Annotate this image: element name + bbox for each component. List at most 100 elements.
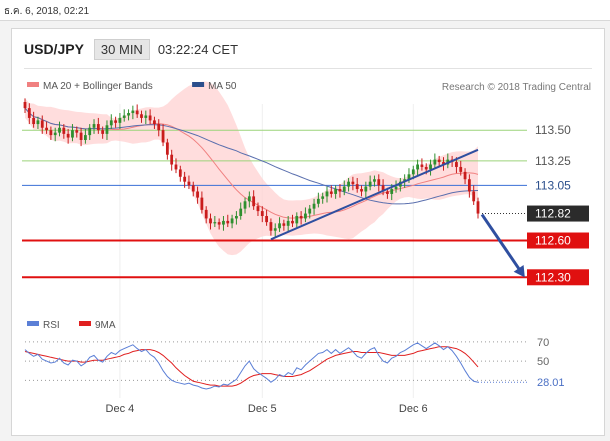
candle-body <box>109 120 113 126</box>
level-label-bg <box>527 269 589 286</box>
legend-label: RSI <box>43 320 60 331</box>
candle-body <box>247 196 251 202</box>
legend-swatch <box>27 321 39 326</box>
candle-body <box>355 184 359 190</box>
level-label-text: 113.05 <box>535 178 571 192</box>
candle-body <box>75 130 79 133</box>
candle-body <box>278 223 281 229</box>
candle-body <box>360 189 363 192</box>
level-label-bg <box>527 205 589 222</box>
candle-body <box>174 164 178 170</box>
candle-body <box>217 222 221 225</box>
legend-swatch <box>79 321 91 326</box>
level-label-113.25: 113.25 <box>527 152 589 169</box>
candle-body <box>235 216 238 219</box>
candle-body <box>463 171 467 180</box>
level-label-112.60: 112.60 <box>527 232 589 249</box>
candle-body <box>101 130 105 134</box>
candle-body <box>252 196 256 207</box>
candle-body <box>226 220 230 224</box>
candle-body <box>183 176 187 182</box>
timestamp: ธ.ค. 6, 2018, 02:21 <box>4 6 90 17</box>
candle-body <box>407 174 411 180</box>
candle-body <box>342 186 346 192</box>
candle-body <box>424 166 428 170</box>
candle-body <box>157 124 161 131</box>
candle-body <box>260 211 264 216</box>
candle-body <box>62 127 66 134</box>
candle-body <box>394 186 398 190</box>
candle-body <box>265 216 268 223</box>
candle-body <box>105 125 109 134</box>
forecast-arrow-head <box>513 264 525 278</box>
candle-body <box>316 198 320 204</box>
level-label-bg <box>527 122 589 139</box>
level-label-text: 112.82 <box>535 207 571 221</box>
candle-body <box>230 218 234 224</box>
candle-body <box>433 159 437 165</box>
overlay-lines <box>270 148 525 278</box>
candle-body <box>161 130 165 143</box>
forecast-arrow <box>480 213 524 275</box>
candle-body <box>291 220 294 224</box>
candle-body <box>381 185 385 192</box>
candle-body <box>273 228 277 231</box>
candle-body <box>122 115 126 118</box>
candle-body <box>304 213 307 219</box>
candle-body <box>329 191 333 194</box>
level-label-bg <box>527 152 589 169</box>
candle-body <box>170 154 174 165</box>
candle-body <box>204 209 208 219</box>
rsi-level-label: 50 <box>537 356 549 368</box>
rsi-last-label: 28.01 <box>537 377 565 389</box>
chart-header: USD/JPY 30 MIN 03:22:24 CET <box>24 38 238 60</box>
candle-body <box>308 208 312 214</box>
candle-body <box>286 220 290 226</box>
candle-body <box>191 185 195 192</box>
candle-body <box>27 108 31 118</box>
x-tick-label: Dec 6 <box>399 403 428 415</box>
candle-body <box>334 189 338 194</box>
x-axis: Dec 4 Dec 5 Dec 6 <box>106 403 428 415</box>
rsi-ma9-line <box>24 346 479 387</box>
candle-body <box>338 189 342 192</box>
legend-label: 9MA <box>95 320 116 331</box>
legend-label: MA 20 + Bollinger Bands <box>43 81 153 92</box>
candle-body <box>222 220 225 225</box>
candle-body <box>239 208 243 216</box>
candle-body <box>420 164 424 167</box>
candle-body <box>32 117 36 125</box>
candle-body <box>49 130 53 136</box>
grid <box>119 104 414 398</box>
candle-body <box>455 162 458 167</box>
timestamp-bar: ธ.ค. 6, 2018, 02:21 <box>0 0 610 21</box>
legend-item-rsi-1: 9MA <box>79 320 116 331</box>
candle-body <box>196 191 199 198</box>
candle-body <box>256 206 260 212</box>
candle-body <box>135 110 139 115</box>
legend-swatch <box>27 82 39 87</box>
candle-body <box>36 120 40 125</box>
candle-body <box>71 130 74 138</box>
timeframe-badge[interactable]: 30 MIN <box>93 38 150 60</box>
candle-body <box>178 169 182 177</box>
credit-text: Research © 2018 Trading Central <box>442 82 591 93</box>
candle-body <box>476 201 480 214</box>
candle-body <box>377 179 381 186</box>
level-label-text: 113.25 <box>535 154 571 168</box>
candle-body <box>114 120 117 123</box>
level-label-bg <box>527 232 589 249</box>
bollinger-band <box>25 81 478 256</box>
candle-body <box>92 124 96 128</box>
level-label-113.50: 113.50 <box>527 122 589 139</box>
moving-averages <box>24 107 479 219</box>
bollinger-band-fill <box>25 81 478 256</box>
x-tick-label: Dec 5 <box>248 403 277 415</box>
candle-body <box>148 115 152 121</box>
header-divider <box>24 68 592 69</box>
candle-body <box>321 196 325 199</box>
candle-body <box>213 222 217 224</box>
level-label-text: 113.50 <box>535 123 571 137</box>
candle-body <box>390 189 394 194</box>
